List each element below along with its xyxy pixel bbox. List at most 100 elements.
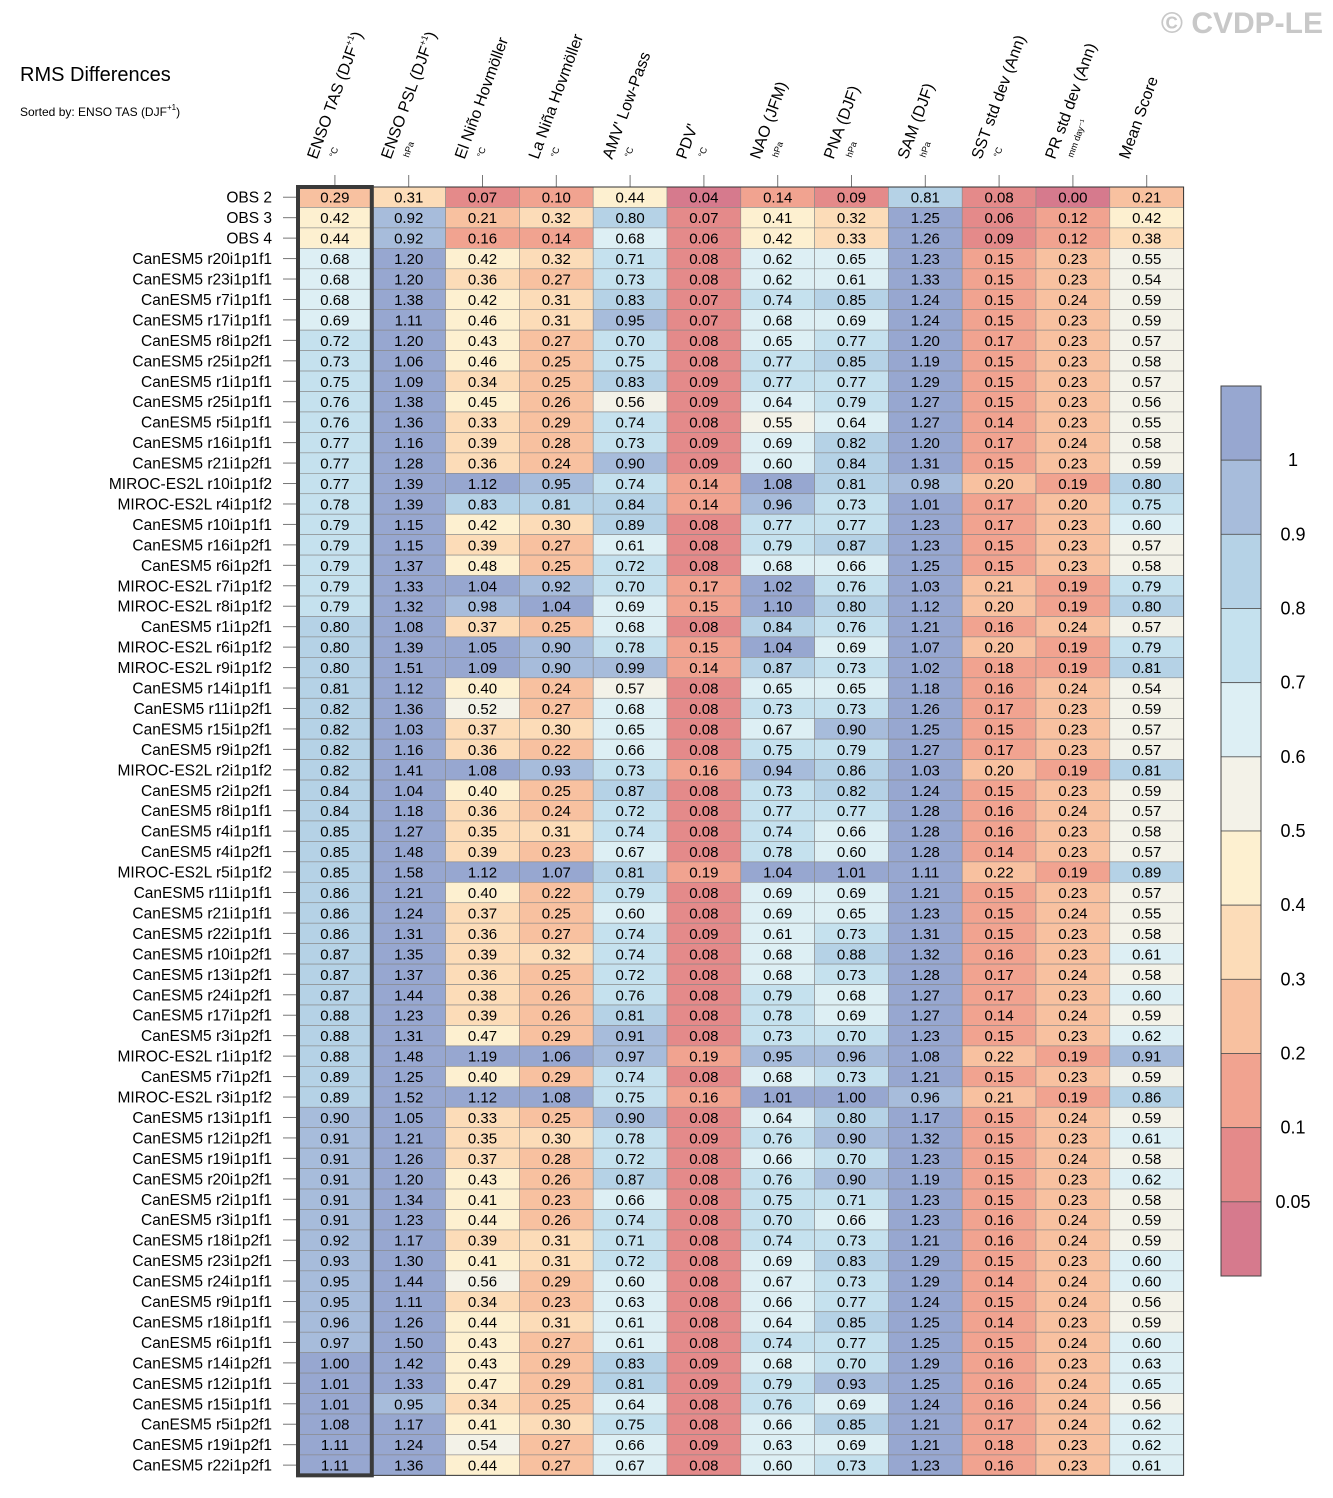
heatmap-cell: 0.08 <box>666 1331 742 1353</box>
cell-value: 0.60 <box>763 1458 792 1475</box>
cell-value: 0.59 <box>1132 1212 1161 1229</box>
cell-value: 0.92 <box>394 210 423 227</box>
cell-value: 0.85 <box>837 353 866 370</box>
heatmap-cell: 0.93 <box>297 1250 373 1272</box>
cell-value: 0.25 <box>542 619 571 636</box>
cell-value: 0.20 <box>984 640 1013 657</box>
cell-value: 0.27 <box>542 537 571 554</box>
cell-value: 0.14 <box>763 190 792 207</box>
heatmap-cell: 0.17 <box>961 493 1037 515</box>
heatmap-cell: 0.16 <box>961 1454 1037 1476</box>
cell-value: 0.19 <box>1058 476 1087 493</box>
heatmap-cell: 1.29 <box>888 1352 963 1374</box>
heatmap-cell: 0.26 <box>519 984 594 1006</box>
heatmap-cell: 0.57 <box>1109 534 1184 556</box>
heatmap-cell: 0.17 <box>961 738 1037 760</box>
heatmap-cell: 1.12 <box>445 472 520 495</box>
heatmap-cell: 0.76 <box>740 1127 815 1149</box>
colorbar-label: 1 <box>1288 450 1298 470</box>
heatmap-cell: 0.80 <box>814 595 889 617</box>
row-label-4: CanESM5 r23i1p1f1 <box>132 272 272 289</box>
heatmap-cell: 0.08 <box>666 1147 742 1169</box>
heatmap-cell: 1.26 <box>888 697 963 720</box>
cell-value: 0.99 <box>615 660 644 677</box>
cell-value: 0.18 <box>984 1437 1013 1454</box>
heatmap-cell: 1.23 <box>888 248 963 270</box>
cell-value: 1.23 <box>911 1028 940 1045</box>
cell-value: 0.96 <box>763 496 792 513</box>
cell-value: 0.65 <box>615 721 644 738</box>
heatmap-cell: 1.00 <box>814 1086 889 1108</box>
cell-value: 0.35 <box>468 1130 497 1147</box>
heatmap-cell: 0.16 <box>445 227 520 249</box>
row-label-40: CanESM5 r17i1p2f1 <box>132 1008 272 1025</box>
cell-value: 0.69 <box>837 1437 866 1454</box>
cell-value: 1.28 <box>911 824 940 841</box>
cell-value: 0.44 <box>468 1212 497 1229</box>
heatmap-cell: 0.31 <box>371 186 446 208</box>
heatmap-cell: 1.48 <box>371 1045 446 1067</box>
cell-value: 0.24 <box>1058 1396 1087 1413</box>
heatmap-cell: 0.65 <box>740 329 815 351</box>
heatmap-cell: 0.69 <box>740 902 815 924</box>
column-label-4: AMV' Low-Pass <box>600 50 654 161</box>
row-label-59: CanESM5 r15i1p1f1 <box>132 1396 272 1413</box>
cell-value: 0.96 <box>911 1090 940 1107</box>
heatmap-cell: 0.65 <box>814 248 889 270</box>
heatmap-cell: 1.44 <box>371 984 446 1006</box>
cell-value: 0.17 <box>984 987 1013 1004</box>
cell-value: 0.16 <box>984 1458 1013 1475</box>
cell-value: 0.36 <box>468 926 497 943</box>
row-label-55: CanESM5 r18i1p1f1 <box>132 1314 272 1331</box>
cell-value: 0.78 <box>763 1008 792 1025</box>
heatmap-cell: 0.37 <box>445 616 520 638</box>
cell-value: 0.08 <box>689 783 718 800</box>
cell-value: 0.23 <box>542 844 571 861</box>
heatmap-cell: 0.97 <box>297 1331 373 1353</box>
heatmap-cell: 1.21 <box>888 881 963 904</box>
cell-value: 0.95 <box>542 476 571 493</box>
heatmap-cell: 0.27 <box>519 922 594 944</box>
row-label-12: CanESM5 r16i1p1f1 <box>132 435 272 452</box>
heatmap-cell: 0.90 <box>519 636 594 658</box>
heatmap-cell: 0.81 <box>519 493 594 515</box>
cell-value: 0.55 <box>763 415 792 432</box>
heatmap-cell: 0.58 <box>1109 963 1184 985</box>
cell-value: 1.37 <box>394 967 423 984</box>
heatmap-cell: 0.17 <box>961 963 1037 985</box>
cell-value: 0.33 <box>837 231 866 248</box>
heatmap-cell: 0.39 <box>445 432 520 454</box>
row-label-11: CanESM5 r5i1p1f1 <box>141 415 272 432</box>
cell-value: 0.60 <box>763 456 792 473</box>
column-name: NAO (JFM) <box>747 80 791 162</box>
heatmap-cell: 1.28 <box>888 841 963 863</box>
heatmap-cell: 0.90 <box>592 1106 668 1129</box>
row-label-61: CanESM5 r19i1p2f1 <box>132 1437 272 1454</box>
heatmap-cell: 1.00 <box>297 1352 373 1374</box>
cell-value: 0.08 <box>689 824 718 841</box>
column-label-2: El Niño Hovmöller <box>452 35 512 162</box>
watermark: © CVDP-LE <box>1161 7 1323 40</box>
heatmap-cell: 0.95 <box>592 309 668 331</box>
heatmap-cell: 1.06 <box>371 350 446 372</box>
cell-value: 1.19 <box>468 1049 497 1066</box>
cell-value: 0.42 <box>468 292 497 309</box>
cell-value: 0.68 <box>763 558 792 575</box>
cell-value: 0.19 <box>1058 660 1087 677</box>
row-label-3: CanESM5 r20i1p1f1 <box>132 251 272 268</box>
cell-value: 0.84 <box>320 783 349 800</box>
heatmap-cell: 0.08 <box>666 1106 742 1129</box>
cell-value: 0.08 <box>689 885 718 902</box>
heatmap-cell: 0.16 <box>666 759 742 781</box>
row-label-49: CanESM5 r2i1p1f1 <box>141 1192 272 1209</box>
cell-value: 0.17 <box>984 967 1013 984</box>
subtitle-end: ) <box>176 105 180 119</box>
heatmap-cell: 0.08 <box>666 697 742 720</box>
cell-value: 0.16 <box>984 1396 1013 1413</box>
heatmap-cell: 0.43 <box>445 1352 520 1374</box>
heatmap-cell: 0.29 <box>519 1270 594 1292</box>
heatmap-cell: 0.27 <box>519 1434 594 1456</box>
heatmap-cell: 0.07 <box>666 309 742 331</box>
heatmap-cell: 0.75 <box>592 1086 668 1108</box>
cell-value: 0.60 <box>1132 1335 1161 1352</box>
